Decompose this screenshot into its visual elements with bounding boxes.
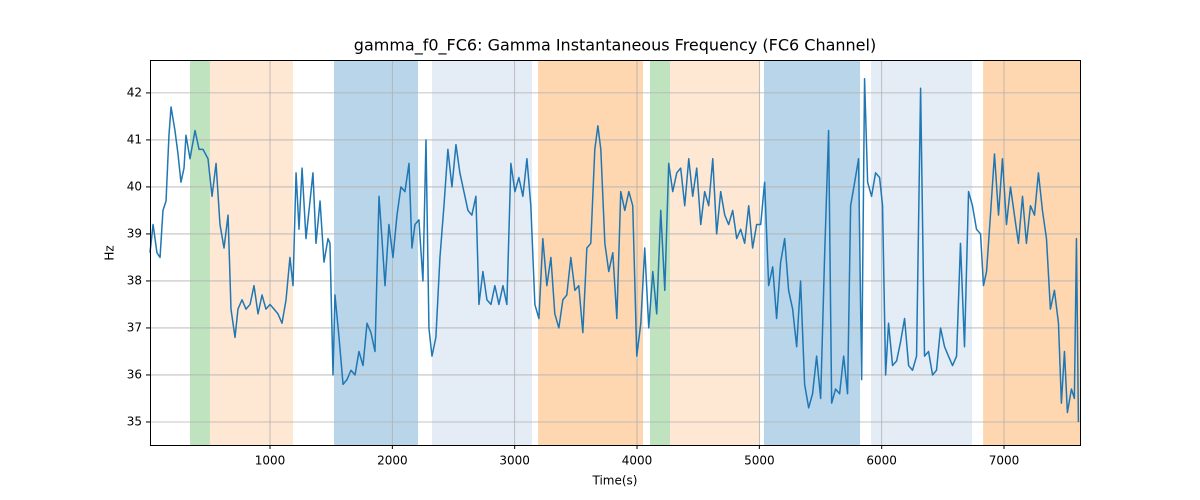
chart-title: gamma_f0_FC6: Gamma Instantaneous Freque… — [354, 36, 876, 56]
y-axis-label: Hz — [103, 245, 117, 260]
y-tick-label: 38 — [127, 273, 142, 287]
x-tick-label: 7000 — [989, 454, 1020, 468]
y-tick-label: 41 — [127, 132, 142, 146]
shaded-span — [983, 60, 1080, 445]
shaded-span — [764, 60, 861, 445]
x-tick-label: 2000 — [377, 454, 408, 468]
x-tick-label: 1000 — [255, 454, 286, 468]
y-tick-label: 37 — [127, 320, 142, 334]
shaded-span — [209, 60, 294, 445]
shaded-span — [670, 60, 761, 445]
x-axis-label: Time(s) — [592, 474, 638, 488]
x-tick-label: 3000 — [499, 454, 530, 468]
x-tick-label: 4000 — [622, 454, 653, 468]
line-series — [149, 78, 1080, 422]
shaded-span — [649, 60, 671, 445]
y-tick-label: 42 — [127, 85, 142, 99]
axes-frame — [150, 60, 1081, 446]
plot-area — [149, 60, 1080, 445]
y-tick-label: 40 — [127, 179, 142, 193]
x-tick-label: 6000 — [866, 454, 897, 468]
shaded-span — [190, 60, 210, 445]
shaded-span — [333, 60, 419, 445]
x-tick-label: 5000 — [744, 454, 775, 468]
shaded-span — [538, 60, 644, 445]
y-tick-label: 35 — [127, 414, 142, 428]
y-tick-label: 39 — [127, 226, 142, 240]
y-tick-label: 36 — [127, 367, 142, 381]
shaded-span — [431, 60, 533, 445]
